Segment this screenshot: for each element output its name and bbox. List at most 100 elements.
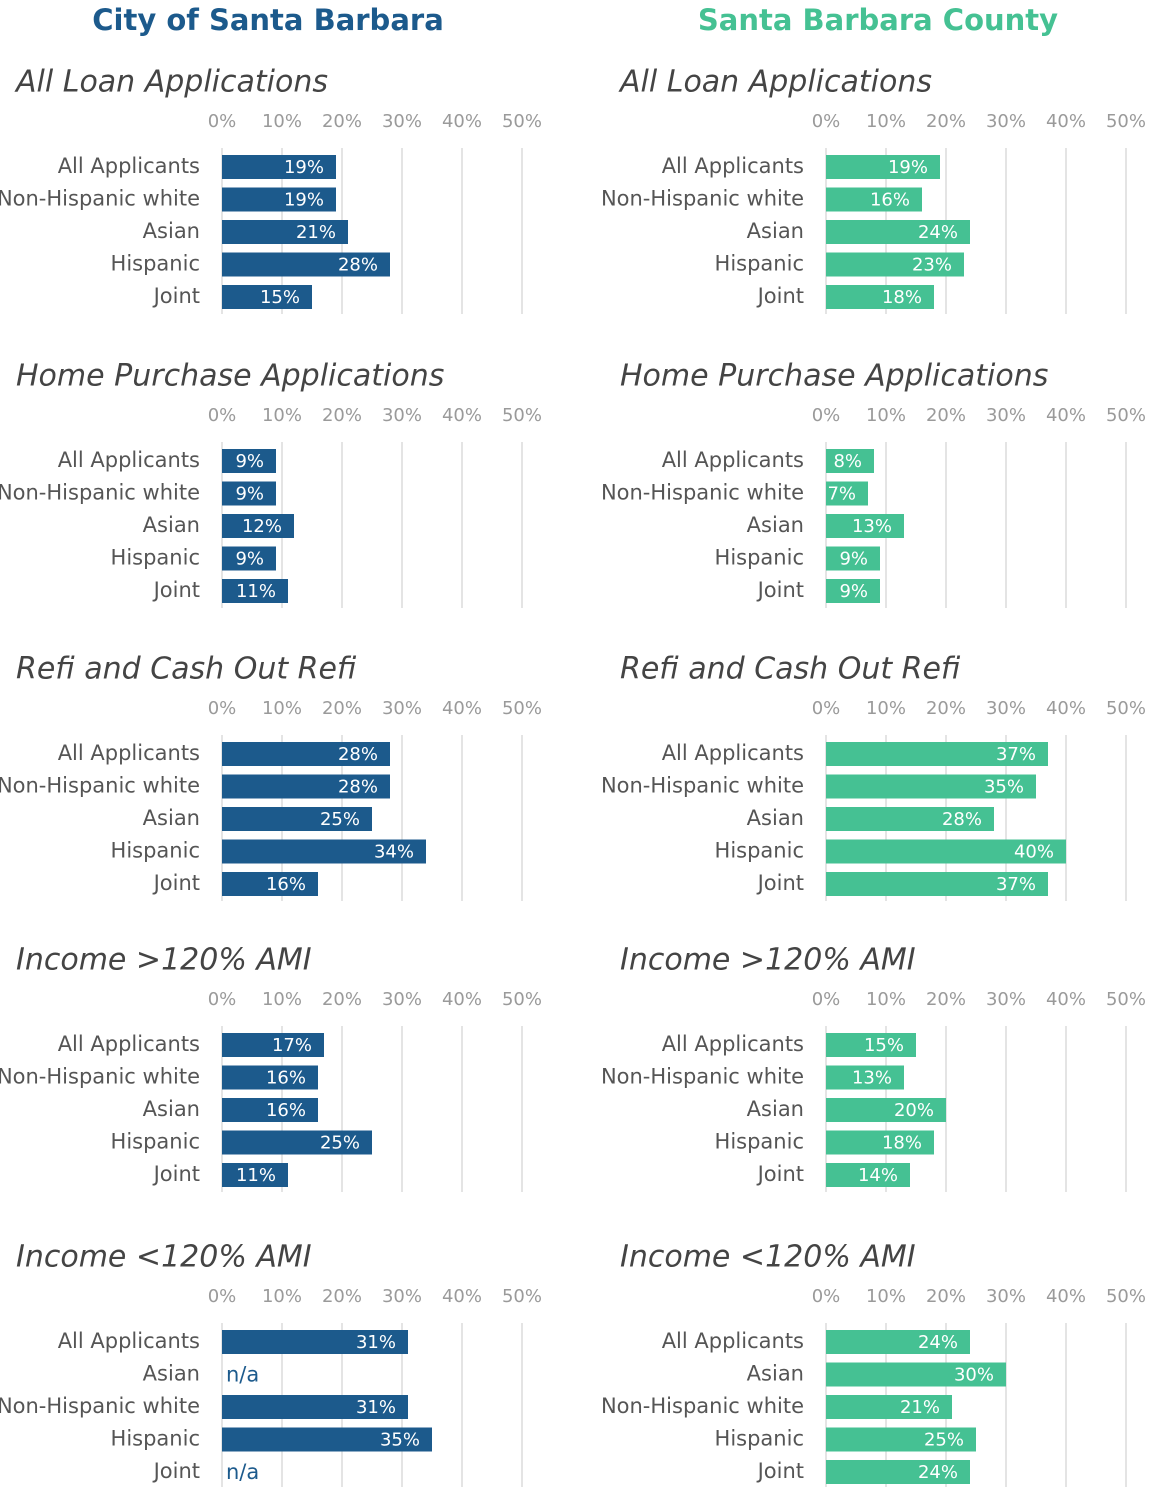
x-tick-label: 30%	[382, 405, 422, 426]
x-tick-label: 40%	[1046, 111, 1086, 132]
x-tick-label: 10%	[866, 111, 906, 132]
x-tick-label: 10%	[262, 989, 302, 1010]
x-tick-label: 40%	[442, 111, 482, 132]
bar	[222, 1427, 432, 1452]
category-label: All Applicants	[58, 448, 200, 472]
x-tick-label: 10%	[262, 698, 302, 719]
category-label: Joint	[152, 578, 200, 602]
bar	[826, 1395, 952, 1419]
x-tick-label: 0%	[208, 698, 237, 719]
chart-title: Income <120% AMI	[16, 1240, 312, 1275]
value-label: 15%	[864, 1035, 904, 1056]
x-tick-label: 20%	[926, 111, 966, 132]
bar	[826, 579, 880, 603]
x-tick-label: 50%	[502, 111, 542, 132]
category-label: Non-Hispanic white	[0, 1394, 200, 1418]
bar	[222, 807, 372, 831]
value-label: 9%	[235, 484, 264, 505]
chart-title: All Loan Applications	[618, 65, 932, 100]
value-label: 8%	[833, 451, 862, 472]
value-label: 9%	[839, 581, 868, 602]
value-label: 13%	[852, 1068, 892, 1089]
category-label: Asian	[747, 219, 804, 243]
bar	[826, 187, 922, 212]
bar	[826, 481, 868, 506]
x-tick-label: 0%	[812, 1286, 841, 1307]
category-label: Joint	[152, 871, 200, 895]
x-tick-label: 30%	[986, 1286, 1026, 1307]
x-tick-label: 0%	[208, 989, 237, 1010]
bar	[826, 155, 940, 179]
category-label: Non-Hispanic white	[0, 1065, 200, 1089]
x-tick-label: 30%	[986, 989, 1026, 1010]
category-label: Non-Hispanic white	[0, 774, 200, 798]
value-label: 9%	[839, 549, 868, 570]
category-label: All Applicants	[662, 741, 804, 765]
category-label: Joint	[152, 284, 200, 308]
value-label: 18%	[882, 287, 922, 308]
category-label: Asian	[747, 806, 804, 830]
x-tick-label: 40%	[442, 1286, 482, 1307]
x-tick-label: 0%	[812, 989, 841, 1010]
bar	[826, 1065, 904, 1090]
x-tick-label: 10%	[866, 405, 906, 426]
value-label: 34%	[374, 842, 414, 863]
x-tick-label: 0%	[812, 698, 841, 719]
bar	[826, 1130, 934, 1155]
x-tick-label: 40%	[442, 698, 482, 719]
chart-title: Refi and Cash Out Refi	[620, 652, 961, 687]
value-label: 11%	[236, 1165, 276, 1186]
x-tick-label: 50%	[1106, 698, 1146, 719]
category-label: All Applicants	[58, 1329, 200, 1353]
x-tick-label: 50%	[502, 1286, 542, 1307]
value-label: 37%	[996, 744, 1036, 765]
value-label: 28%	[942, 809, 982, 830]
bar	[826, 1098, 946, 1122]
bar	[826, 872, 1048, 896]
x-tick-label: 50%	[1106, 111, 1146, 132]
category-label: Non-Hispanic white	[601, 774, 804, 798]
value-label: 23%	[912, 255, 952, 276]
category-label: Non-Hispanic white	[601, 1065, 804, 1089]
value-label: 21%	[900, 1397, 940, 1418]
value-label: 31%	[356, 1397, 396, 1418]
bar	[826, 252, 964, 277]
value-label: 18%	[882, 1133, 922, 1154]
category-label: Asian	[143, 1097, 200, 1121]
category-label: Hispanic	[111, 252, 200, 276]
value-label: 16%	[266, 1100, 306, 1121]
bar	[826, 774, 1036, 799]
category-label: Non-Hispanic white	[0, 481, 200, 505]
x-tick-label: 30%	[382, 989, 422, 1010]
bar	[222, 839, 426, 864]
category-label: Hispanic	[715, 1130, 804, 1154]
x-tick-label: 0%	[208, 1286, 237, 1307]
bar	[222, 742, 390, 766]
value-label: 21%	[296, 222, 336, 243]
bar	[826, 742, 1048, 766]
value-label: 16%	[266, 1068, 306, 1089]
bar	[826, 220, 970, 244]
category-label: Asian	[747, 1362, 804, 1386]
x-tick-label: 40%	[1046, 989, 1086, 1010]
category-label: Joint	[756, 578, 804, 602]
x-tick-label: 50%	[502, 698, 542, 719]
category-label: All Applicants	[662, 448, 804, 472]
bar	[222, 220, 348, 244]
bar	[826, 1033, 916, 1057]
category-label: All Applicants	[58, 154, 200, 178]
x-tick-label: 50%	[502, 405, 542, 426]
category-label: Hispanic	[715, 546, 804, 570]
category-label: Non-Hispanic white	[0, 187, 200, 211]
x-tick-label: 10%	[262, 111, 302, 132]
bar	[222, 579, 288, 603]
x-tick-label: 0%	[812, 405, 841, 426]
bar	[222, 1065, 318, 1090]
chart-title: Refi and Cash Out Refi	[16, 652, 357, 687]
x-tick-label: 10%	[262, 405, 302, 426]
value-label: 31%	[356, 1332, 396, 1353]
category-label: Hispanic	[715, 252, 804, 276]
category-label: Non-Hispanic white	[601, 1394, 804, 1418]
x-tick-label: 20%	[322, 989, 362, 1010]
category-label: Joint	[756, 1459, 804, 1483]
